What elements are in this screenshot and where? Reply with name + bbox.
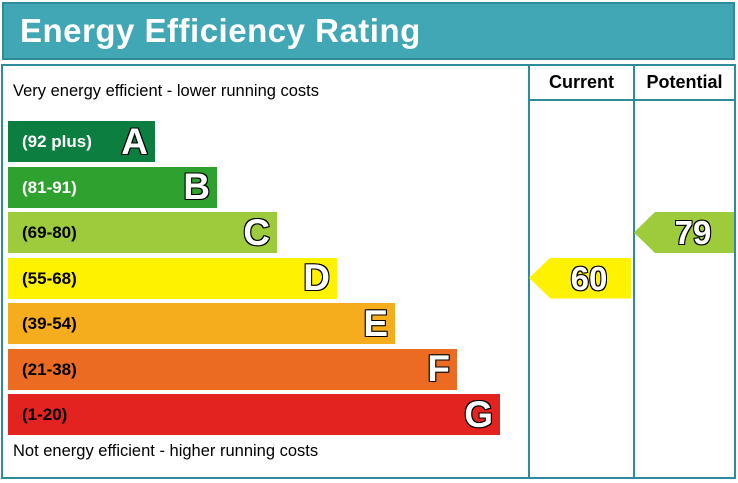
current-rating-arrow: 60: [529, 257, 631, 299]
band-range-label: (39-54): [22, 314, 77, 333]
band-range-label: (55-68): [22, 268, 77, 288]
band-letter: E: [362, 302, 389, 344]
chart-area: Current Potential Very energy efficient …: [1, 64, 736, 479]
band-letter: C: [242, 211, 271, 253]
band-range-label: (21-38): [22, 359, 77, 379]
band-row-B: (81-91) B: [8, 165, 217, 208]
band-letter: F: [426, 347, 451, 389]
potential-rating-arrow: 79: [634, 212, 734, 253]
page-title: Energy Efficiency Rating: [20, 12, 421, 49]
potential-rating-value: 79: [674, 214, 713, 251]
band-letter: D: [302, 256, 331, 298]
band-row-D: (55-68) D: [8, 256, 337, 299]
band-letter: B: [182, 165, 211, 207]
band-row-A: (92 plus) A: [8, 121, 155, 162]
current-column-divider: [528, 66, 530, 477]
band-row-G: (1-20) G: [8, 394, 500, 435]
band-range-label: (92 plus): [22, 132, 92, 151]
title-bar: Energy Efficiency Rating: [2, 2, 735, 60]
current-column-header: Current: [548, 72, 614, 92]
band-range-label: (81-91): [22, 177, 77, 197]
potential-column-divider: [633, 66, 635, 477]
band-letter: G: [463, 393, 494, 435]
band-row-C: (69-80) C: [8, 212, 277, 253]
band-letter: A: [120, 120, 149, 162]
band-range-label: (69-80): [22, 223, 77, 242]
top-note: Very energy efficient - lower running co…: [13, 82, 320, 100]
band-row-E: (39-54) E: [8, 303, 395, 344]
header-underline: [528, 99, 734, 101]
band-range-label: (1-20): [22, 405, 68, 424]
bottom-note: Not energy efficient - higher running co…: [13, 442, 319, 460]
potential-column-header: Potential: [646, 72, 723, 92]
current-rating-value: 60: [570, 259, 609, 297]
band-row-F: (21-38) F: [8, 347, 457, 390]
